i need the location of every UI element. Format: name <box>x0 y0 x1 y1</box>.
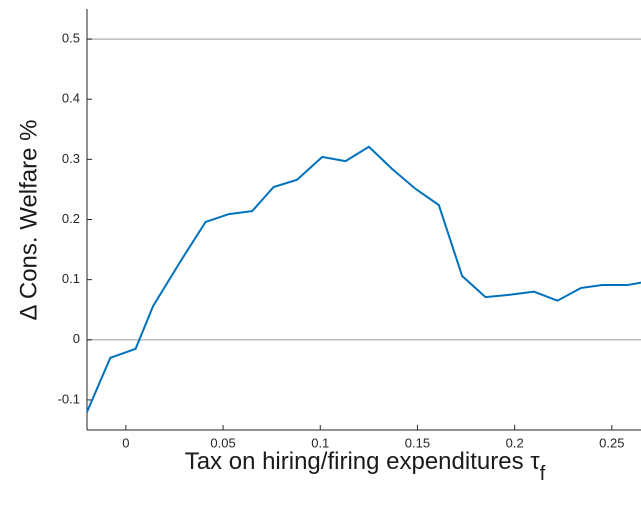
y-tick-label: 0.1 <box>62 271 80 286</box>
y-tick-label: -0.1 <box>58 391 80 406</box>
y-tick-label: 0.5 <box>62 31 80 46</box>
x-tick-label: 0 <box>122 435 129 450</box>
line-series <box>86 145 641 413</box>
x-tick-label: 0.15 <box>405 435 430 450</box>
x-axis-label-subscript: f <box>540 463 546 485</box>
y-axis-label: Δ Cons. Welfare % <box>15 120 42 321</box>
y-tick-label: 0.4 <box>62 91 80 106</box>
x-tick-label: 0.05 <box>210 435 235 450</box>
x-tick-label: 0.1 <box>311 435 329 450</box>
y-tick-label: 0 <box>73 331 80 346</box>
x-axis-label-main: Tax on hiring/firing expenditures τ <box>185 448 541 475</box>
x-axis-label: Tax on hiring/firing expenditures τf <box>185 448 546 485</box>
x-tick-label: 0.25 <box>599 435 624 450</box>
y-tick-label: 0.3 <box>62 151 80 166</box>
x-tick-label: 0.2 <box>506 435 524 450</box>
y-tick-label: 0.2 <box>62 211 80 226</box>
